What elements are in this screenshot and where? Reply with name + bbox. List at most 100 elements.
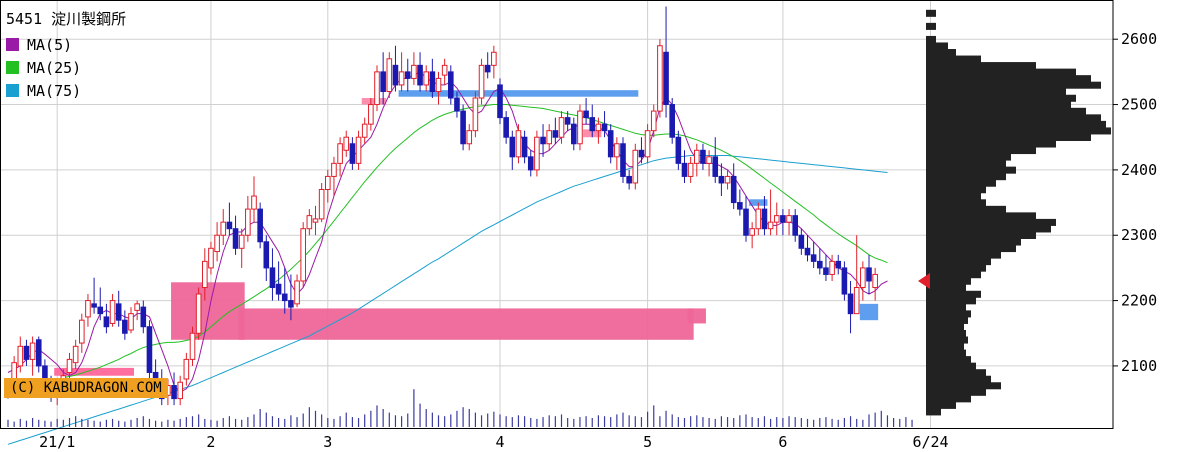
profile-bar xyxy=(926,88,1066,96)
profile-bar xyxy=(926,179,996,187)
zone-band xyxy=(859,303,879,321)
candle-body xyxy=(620,143,626,177)
candle xyxy=(97,287,104,321)
candle xyxy=(263,235,270,281)
profile-bar xyxy=(926,388,986,396)
candle xyxy=(337,137,343,177)
candle xyxy=(115,290,122,327)
profile-bar xyxy=(926,316,968,324)
candle xyxy=(238,228,245,268)
candle-body xyxy=(675,136,682,164)
candle xyxy=(79,313,85,353)
x-tick-label: 6/24 xyxy=(912,433,948,451)
candle xyxy=(527,150,534,177)
candle xyxy=(134,300,140,321)
zone-band xyxy=(238,308,694,340)
profile-bar xyxy=(926,362,976,370)
candle xyxy=(614,137,620,170)
candle-body xyxy=(35,339,42,367)
candle-body xyxy=(638,149,645,158)
candle xyxy=(497,78,503,125)
candle xyxy=(72,339,79,370)
candle-body xyxy=(657,45,663,112)
candle-body xyxy=(257,208,263,243)
x-tick-label: 2 xyxy=(206,433,215,451)
profile-bar xyxy=(926,284,966,292)
candle-body xyxy=(263,241,270,269)
candle-body xyxy=(245,208,251,236)
x-tick-label: 6 xyxy=(778,433,787,451)
candle xyxy=(392,45,399,92)
profile-bar xyxy=(926,303,966,311)
candle-body xyxy=(644,130,651,158)
candle xyxy=(595,117,602,144)
profile-bar xyxy=(926,277,971,285)
candle-body xyxy=(460,110,466,145)
candle-body xyxy=(306,215,313,230)
candle-body xyxy=(66,358,73,373)
candle-body xyxy=(497,84,503,119)
candle xyxy=(577,104,583,151)
candle xyxy=(454,91,460,118)
candle xyxy=(571,117,577,151)
candle xyxy=(503,111,509,144)
candle-body xyxy=(724,175,731,184)
profile-bar xyxy=(926,160,1006,168)
zone-band xyxy=(687,308,706,324)
candle-body xyxy=(79,319,85,344)
candle-body xyxy=(491,51,497,66)
candle xyxy=(411,52,417,85)
candle xyxy=(195,287,202,340)
candle xyxy=(85,294,91,327)
candle-body xyxy=(368,104,374,125)
candle-body xyxy=(823,267,829,275)
candle xyxy=(509,130,516,170)
candle xyxy=(786,209,792,236)
candle-body xyxy=(521,136,528,158)
candle-body xyxy=(853,287,860,315)
candle xyxy=(872,267,878,301)
profile-bar xyxy=(926,22,936,30)
candle-body xyxy=(208,247,214,269)
profile-bar xyxy=(926,133,1091,141)
profile-bar xyxy=(926,264,986,272)
candle xyxy=(35,336,42,373)
candle xyxy=(484,52,491,79)
candle xyxy=(91,277,97,314)
candle-body xyxy=(97,306,104,315)
profile-bar xyxy=(926,238,1021,246)
candle xyxy=(798,228,805,255)
candle xyxy=(472,91,479,138)
axes: 2100 2200 2300 2400 2500 2600 21/1 2 3 4 5 6 6/24 xyxy=(0,0,1157,451)
candle xyxy=(663,6,669,118)
zone-band xyxy=(54,367,135,376)
profile-bar xyxy=(926,251,1001,259)
candle-body xyxy=(85,300,91,318)
profile-bar xyxy=(926,199,986,207)
plot-frame xyxy=(0,0,1114,429)
profile-bar xyxy=(926,42,948,50)
candle xyxy=(866,254,872,295)
candle xyxy=(202,248,208,301)
candle xyxy=(546,124,553,151)
candle xyxy=(325,169,331,203)
candle xyxy=(183,352,190,386)
candle xyxy=(737,189,743,216)
profile-bar xyxy=(926,81,1101,89)
candle xyxy=(66,352,73,379)
candle xyxy=(730,163,737,210)
candle-body xyxy=(540,136,546,145)
candle-body xyxy=(146,326,153,373)
profile-bar xyxy=(926,382,1001,390)
profile-bar xyxy=(926,101,1071,109)
candle xyxy=(208,241,214,275)
candle xyxy=(140,300,147,334)
candle xyxy=(232,215,239,255)
candle xyxy=(817,248,823,275)
candle xyxy=(755,202,762,236)
candle xyxy=(601,111,608,138)
candle-body xyxy=(281,293,288,302)
candle xyxy=(718,163,725,197)
candle-body xyxy=(318,188,325,220)
